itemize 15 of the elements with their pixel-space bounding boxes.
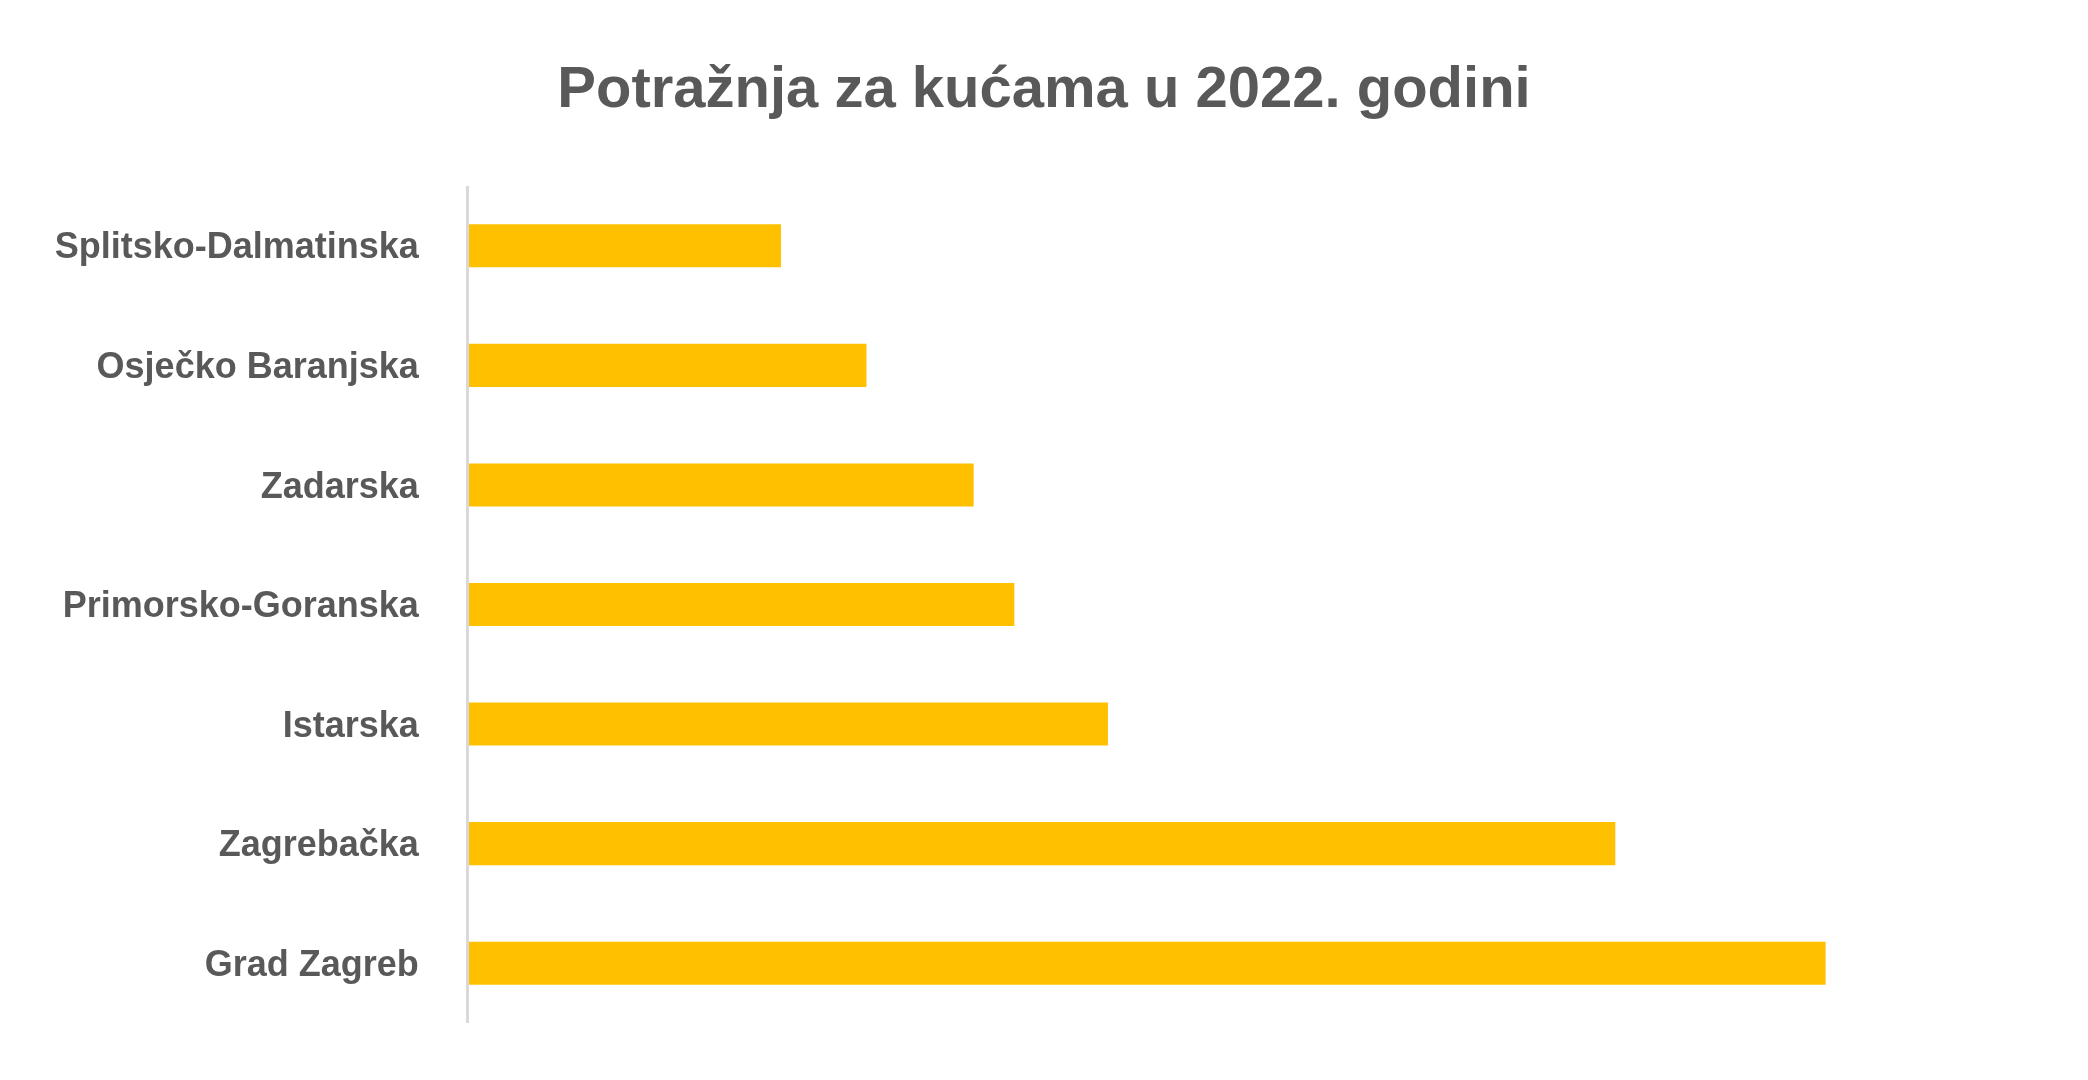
y-tick-label: Osječko Baranjska <box>96 344 420 386</box>
bar <box>469 702 1108 746</box>
y-tick-label: Zagrebačka <box>218 823 420 865</box>
bar <box>469 224 782 268</box>
y-tick-label: Primorsko-Goranska <box>62 584 420 626</box>
bar <box>469 582 1015 627</box>
y-tick-label: Zadarska <box>260 464 420 506</box>
bar <box>469 463 974 507</box>
bar <box>469 822 1616 866</box>
bar <box>469 941 1826 985</box>
y-tick-label: Splitsko-Dalmatinska <box>54 225 420 267</box>
chart-title: Potražnja za kućama u 2022. godini <box>557 54 1531 120</box>
bar <box>469 343 867 387</box>
y-tick-label: Grad Zagreb <box>204 942 419 984</box>
y-tick-label: Istarska <box>282 703 420 745</box>
